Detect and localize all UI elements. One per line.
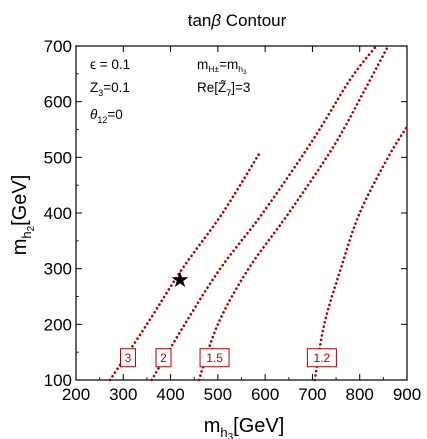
chart-title: tanβ Contour: [188, 11, 287, 30]
contour-label-box: [155, 348, 172, 368]
x-tick-label: 800: [346, 385, 374, 404]
x-tick-label: 600: [251, 385, 279, 404]
contour-line-2: [150, 44, 378, 382]
contour-curves: [108, 44, 409, 382]
contour-line-1-2: [313, 125, 409, 382]
y-tick-label: 500: [44, 148, 72, 167]
y-tick-label: 200: [44, 315, 72, 334]
annotation-mass-equality: mH±=mh3: [197, 57, 247, 76]
x-tick-label: 900: [393, 385, 421, 404]
contour-label-3: 3: [120, 348, 137, 368]
x-axis-label: mh3[GeV]: [204, 415, 285, 439]
annotation-z3: Z3=0.1: [90, 80, 130, 98]
contour-label-text: 3: [125, 351, 132, 365]
contour-label-2: 2: [155, 348, 172, 368]
y-tick-label: 700: [44, 37, 72, 56]
x-tick-label: 400: [156, 385, 184, 404]
annotation-epsilon: ϵ = 0.1: [90, 57, 130, 72]
contour-label-box: [306, 348, 337, 368]
contour-label-text: 2: [160, 351, 167, 365]
plot-frame: [75, 45, 408, 381]
benchmark-marker: ★: [170, 268, 190, 293]
star-marker: ★: [170, 268, 190, 293]
contour-label-text: 1.5: [206, 351, 223, 365]
contour-label-box: [199, 348, 230, 368]
annotation-theta12: θ12=0: [90, 107, 123, 125]
y-axis-label: mh2[GeV]: [9, 175, 37, 256]
annotation-re-z7: Re[Z̃7]=3: [197, 80, 250, 98]
contour-label-text: 1.2: [314, 351, 331, 365]
contour-line-1-5: [197, 44, 390, 382]
y-tick-label: 300: [44, 260, 72, 279]
contour-label-box: [120, 348, 137, 368]
x-tick-label: 500: [204, 385, 232, 404]
y-tick-label: 100: [44, 371, 72, 390]
x-tick-label: 200: [62, 385, 90, 404]
y-tick-label: 400: [44, 204, 72, 223]
contour-label-1-2: 1.2: [306, 348, 337, 368]
x-tick-label: 300: [109, 385, 137, 404]
y-tick-label: 600: [44, 93, 72, 112]
contour-labels: 3 2 1.5 1.2: [120, 348, 337, 368]
contour-line-3: [108, 150, 262, 382]
x-tick-label: 700: [298, 385, 326, 404]
axis-ticks: 200 300 400 500 600 700 800 9001002003004005006…: [44, 37, 422, 404]
contour-label-1-5: 1.5: [199, 348, 230, 368]
